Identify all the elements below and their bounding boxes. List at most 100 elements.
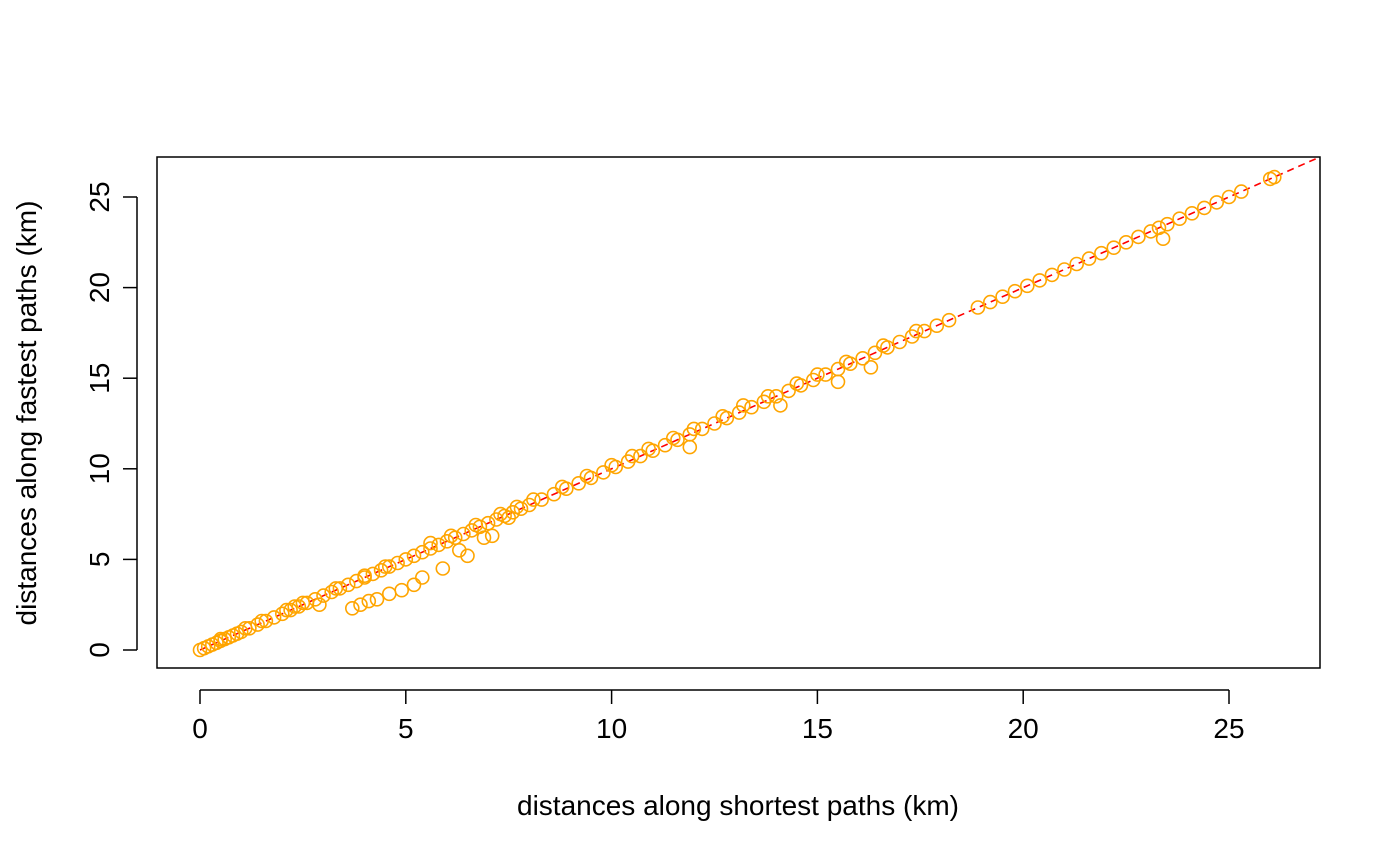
data-point (398, 552, 414, 567)
data-point (414, 544, 430, 560)
data-point (604, 457, 619, 473)
data-point (735, 398, 751, 413)
data-point (369, 591, 385, 607)
points-layer (192, 169, 1282, 658)
y-tick-label: 10 (84, 453, 115, 484)
data-point (390, 555, 405, 571)
data-point (1020, 278, 1035, 294)
data-point (1143, 224, 1159, 239)
data-point (633, 448, 648, 464)
data-point (1267, 169, 1282, 185)
data-point (328, 581, 344, 596)
data-point (1057, 262, 1072, 277)
data-point (1081, 251, 1097, 266)
data-point (258, 613, 274, 629)
data-point (423, 535, 438, 551)
data-point (312, 597, 327, 613)
data-point (365, 566, 381, 582)
data-point (332, 581, 348, 596)
data-point (682, 439, 698, 455)
data-point (468, 517, 484, 533)
data-point (435, 561, 451, 576)
data-point (694, 421, 710, 437)
data-point (624, 448, 640, 464)
y-tick-label: 15 (84, 363, 115, 394)
data-point (394, 582, 410, 598)
data-point (381, 559, 397, 574)
data-point (484, 528, 500, 544)
reference-line-layer (199, 156, 1321, 651)
data-point (941, 312, 957, 328)
data-point (781, 383, 796, 399)
data-point (274, 606, 290, 622)
data-point (686, 421, 702, 437)
data-point (768, 388, 784, 404)
data-point (838, 354, 854, 370)
data-point (982, 294, 998, 310)
y-tick-label: 25 (84, 181, 115, 212)
data-point (373, 562, 389, 578)
y-axis-label: distances along fastest paths (km) (11, 201, 42, 626)
data-point (344, 600, 360, 616)
x-tick-label: 15 (802, 713, 833, 744)
data-point (707, 416, 722, 431)
data-point (233, 624, 249, 640)
data-point (641, 441, 656, 457)
data-point (970, 300, 986, 315)
data-point (406, 548, 422, 564)
data-point (867, 345, 883, 361)
data-point (287, 599, 303, 614)
data-point (316, 588, 331, 603)
data-point (875, 338, 891, 353)
data-point (855, 350, 871, 366)
y-tick-label: 5 (84, 552, 115, 568)
data-point (238, 620, 253, 636)
data-point (715, 408, 731, 424)
data-point (1094, 245, 1109, 261)
data-point (818, 367, 833, 382)
data-point (1069, 256, 1084, 272)
data-point (357, 568, 372, 584)
data-point (381, 586, 397, 602)
data-point (1155, 231, 1171, 246)
data-point (242, 620, 257, 636)
data-point (810, 367, 825, 382)
data-point (324, 584, 340, 600)
data-point (266, 610, 282, 625)
x-tick-label: 10 (596, 713, 627, 744)
data-point (863, 359, 879, 375)
data-point (1197, 200, 1212, 216)
y-tick-label: 0 (84, 642, 115, 658)
data-point (1160, 216, 1175, 232)
data-point (493, 506, 508, 522)
data-point (892, 334, 908, 350)
data-point (279, 602, 294, 618)
data-point (1234, 184, 1249, 199)
data-point (534, 492, 549, 507)
data-point (760, 388, 776, 404)
x-tick-label: 25 (1213, 713, 1244, 744)
x-axis: 0 5 10 15 20 25 (192, 689, 1245, 744)
data-point (908, 323, 924, 339)
data-point (1184, 206, 1200, 221)
data-point (773, 398, 788, 413)
data-point (377, 559, 393, 574)
data-point (731, 405, 747, 420)
data-point (431, 537, 447, 553)
data-point (295, 595, 311, 611)
data-point (283, 602, 298, 618)
data-point (349, 573, 364, 589)
data-point (1032, 273, 1047, 288)
reference-line (199, 156, 1321, 651)
x-tick-label: 0 (192, 713, 208, 744)
data-point (254, 613, 270, 629)
data-point (526, 492, 541, 507)
data-point (213, 631, 228, 647)
data-point (1131, 229, 1146, 245)
data-point (744, 399, 759, 415)
data-point (917, 323, 932, 339)
data-point (353, 597, 368, 613)
data-point (456, 526, 471, 542)
data-point (509, 499, 525, 515)
data-point (361, 593, 377, 609)
